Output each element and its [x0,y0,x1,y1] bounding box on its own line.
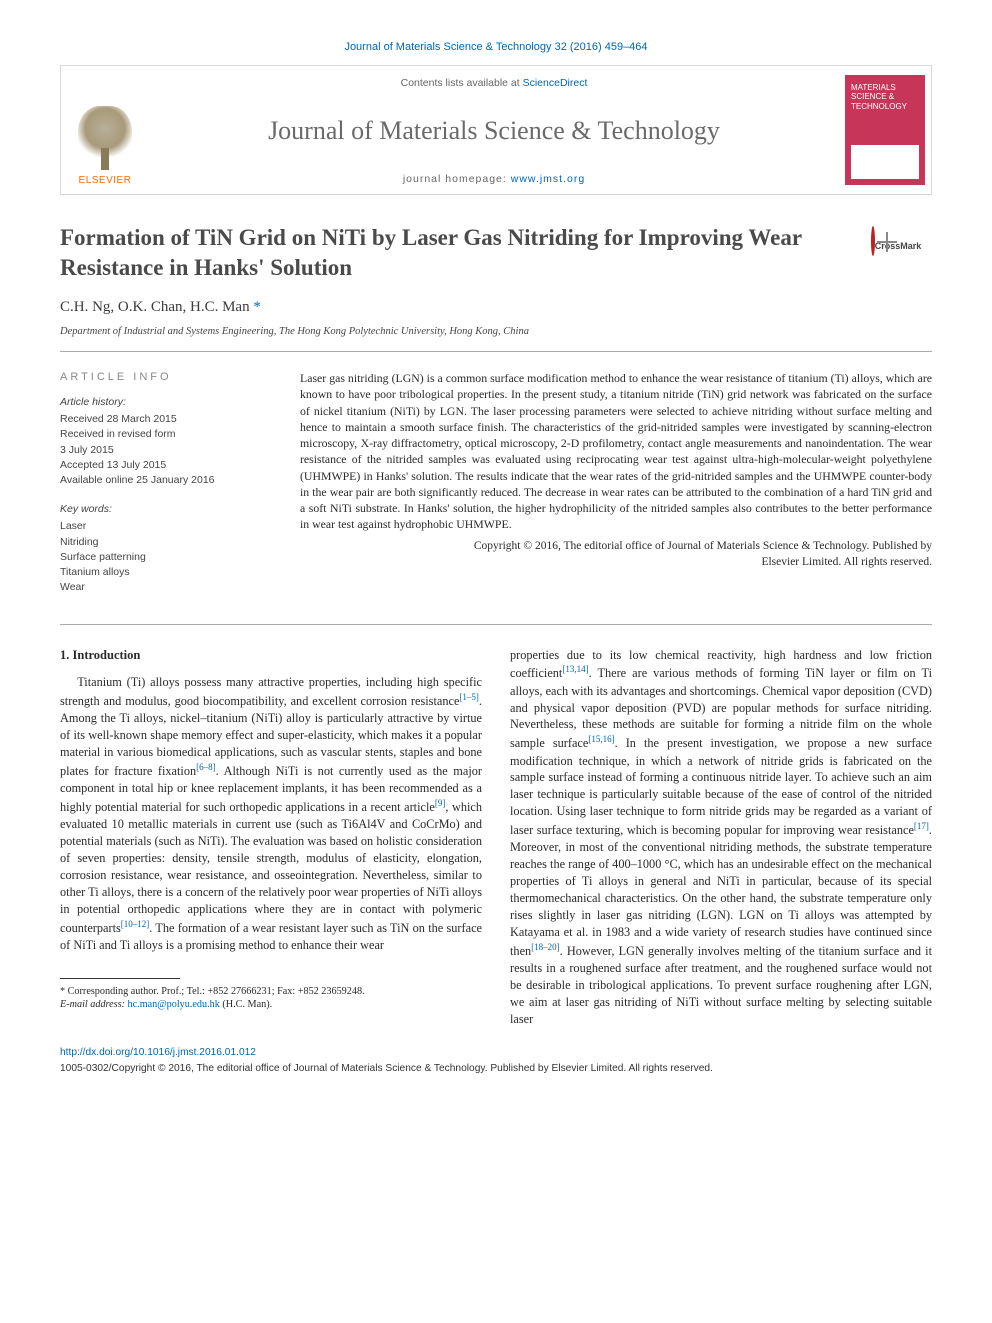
abstract-column: Laser gas nitriding (LGN) is a common su… [300,370,932,609]
body-right-column: properties due to its low chemical react… [510,647,932,1029]
keywords-block: Key words: Laser Nitriding Surface patte… [60,502,272,595]
elsevier-tree-icon [78,106,132,170]
history-line: Received in revised form [60,428,176,440]
homepage-line: journal homepage: www.jmst.org [161,172,827,186]
homepage-prefix: journal homepage: [403,173,511,185]
body-left-column: 1. Introduction Titanium (Ti) alloys pos… [60,647,482,1029]
email-label: E-mail address: [60,999,128,1010]
citation-ref[interactable]: [15,16] [588,734,614,744]
citation-ref[interactable]: [13,14] [562,664,588,674]
body-paragraph: Titanium (Ti) alloys possess many attrac… [60,674,482,954]
history-label: Article history: [60,395,272,410]
journal-cover-thumb: MATERIALS SCIENCE & TECHNOLOGY [839,66,931,194]
body-text: . In the present investigation, we propo… [510,737,932,838]
bottom-copyright: 1005-0302/Copyright © 2016, The editoria… [60,1062,932,1076]
contents-line: Contents lists available at ScienceDirec… [161,76,827,90]
body-text: Titanium (Ti) alloys possess many attrac… [60,675,482,708]
history-line: 3 July 2015 [60,444,114,456]
abstract-copyright: Copyright © 2016, The editorial office o… [300,539,932,571]
publisher-label: ELSEVIER [79,174,132,188]
citation-ref[interactable]: [10–12] [121,919,150,929]
footnotes: * Corresponding author. Prof.; Tel.: +85… [60,985,482,1013]
body-paragraph: properties due to its low chemical react… [510,647,932,1029]
footnote-separator [60,978,180,979]
keyword: Wear [60,581,85,593]
crossmark-badge[interactable]: CrossMark [860,227,932,257]
citation-header: Journal of Materials Science & Technolog… [60,40,932,55]
article-info-column: ARTICLE INFO Article history: Received 2… [60,370,272,609]
corresponding-marker: * [253,299,261,315]
article-info-heading: ARTICLE INFO [60,370,272,385]
keywords-label: Key words: [60,502,272,517]
cover-thumb-text: MATERIALS SCIENCE & TECHNOLOGY [851,83,919,112]
body-text: , which evaluated 10 metallic materials … [60,800,482,935]
history-line: Available online 25 January 2016 [60,474,215,486]
authors-text: C.H. Ng, O.K. Chan, H.C. Man [60,299,253,315]
homepage-link[interactable]: www.jmst.org [511,173,585,185]
copyright-line: Copyright © 2016, The editorial office o… [474,540,932,552]
citation-ref[interactable]: [9] [435,798,446,808]
corresponding-footnote: * Corresponding author. Prof.; Tel.: +85… [60,985,482,999]
email-link[interactable]: hc.man@polyu.edu.hk [128,999,220,1010]
citation-ref[interactable]: [1–5] [459,692,479,702]
publisher-block: ELSEVIER [61,66,149,194]
email-footnote: E-mail address: hc.man@polyu.edu.hk (H.C… [60,998,482,1012]
keyword: Surface patterning [60,551,146,563]
doi-line: http://dx.doi.org/10.1016/j.jmst.2016.01… [60,1046,932,1060]
cover-thumb-strip [851,145,919,179]
history-line: Accepted 13 July 2015 [60,459,166,471]
affiliation: Department of Industrial and Systems Eng… [60,325,932,352]
citation-ref[interactable]: [6–8] [196,762,216,772]
keyword: Titanium alloys [60,566,130,578]
keyword: Laser [60,520,86,532]
body-text: . However, LGN generally involves meltin… [510,944,932,1026]
article-title-text: Formation of TiN Grid on NiTi by Laser G… [60,225,802,280]
citation-ref[interactable]: [17] [914,821,929,831]
abstract-text: Laser gas nitriding (LGN) is a common su… [300,370,932,533]
contents-prefix: Contents lists available at [401,77,523,89]
section-heading: 1. Introduction [60,647,482,664]
citation-ref[interactable]: [18–20] [531,942,560,952]
body-two-column: 1. Introduction Titanium (Ti) alloys pos… [60,647,932,1029]
journal-masthead: ELSEVIER Contents lists available at Sci… [60,65,932,195]
doi-link[interactable]: http://dx.doi.org/10.1016/j.jmst.2016.01… [60,1047,256,1058]
keyword: Nitriding [60,536,99,548]
article-title: Formation of TiN Grid on NiTi by Laser G… [60,223,932,283]
email-suffix: (H.C. Man). [220,999,272,1010]
article-history: Article history: Received 28 March 2015 … [60,395,272,488]
crossmark-icon [871,226,875,256]
journal-name: Journal of Materials Science & Technolog… [161,113,827,148]
body-text: . Moreover, in most of the conventional … [510,823,932,958]
authors-line: C.H. Ng, O.K. Chan, H.C. Man * [60,297,932,317]
copyright-line: Elsevier Limited. All rights reserved. [761,556,932,568]
sciencedirect-link[interactable]: ScienceDirect [523,77,588,89]
history-line: Received 28 March 2015 [60,413,177,425]
